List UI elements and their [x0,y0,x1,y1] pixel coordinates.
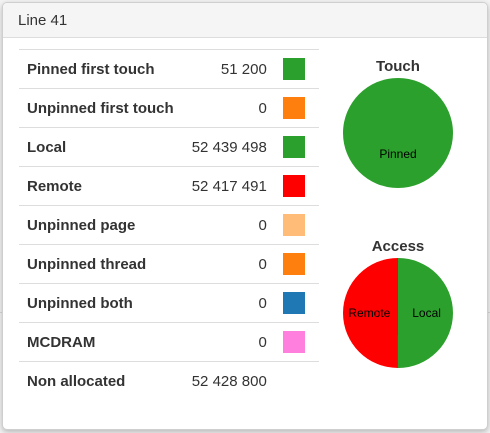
access-chart: Access Local Remote [333,237,463,369]
pie-slice-local [397,258,454,368]
row-value: 52 439 498 [191,127,283,167]
table-row: MCDRAM 0 [19,322,319,362]
row-swatch-cell [282,322,319,362]
memory-stats-table: Pinned first touch 51 200 Unpinned first t… [19,49,319,400]
color-swatch [282,331,305,353]
color-swatch [282,175,305,197]
table-row: Non allocated 52 428 800 [19,361,319,400]
pie-slice-remote [343,258,398,368]
table-row: Local 52 439 498 [19,127,319,167]
popup-header: Line 41 [3,3,487,38]
row-value: 0 [191,283,283,323]
color-swatch [282,136,305,158]
pie-slice-pinned [343,78,453,188]
row-swatch-cell [282,283,319,323]
row-label: Unpinned thread [19,244,192,284]
row-value: 0 [191,88,283,128]
row-swatch-cell [282,49,319,89]
row-swatch-cell [282,127,319,167]
row-value: 52 428 800 [191,361,283,400]
row-swatch-cell [282,166,319,206]
row-label: Unpinned page [19,205,192,245]
access-chart-title: Access [371,238,425,255]
touch-pie: Pinned [343,78,453,188]
table-row: Remote 52 417 491 [19,166,319,206]
row-label: Unpinned both [19,283,192,323]
access-pie: Local Remote [343,258,454,368]
row-label: Local [19,127,192,167]
table-row: Unpinned first touch 0 [19,88,319,128]
row-swatch-cell [282,88,319,128]
row-value: 52 417 491 [191,166,283,206]
pie-label-pinned: Pinned [379,147,416,161]
touch-chart-title: Touch [376,58,420,75]
row-value: 51 200 [191,49,283,89]
row-label: Pinned first touch [19,49,192,89]
row-value: 0 [191,205,283,245]
color-swatch [282,214,305,236]
table-row: Unpinned thread 0 [19,244,319,284]
row-swatch-cell [282,361,319,400]
color-swatch [282,253,305,275]
pie-label-remote: Remote [348,306,390,320]
row-label: Non allocated [19,361,192,400]
row-value: 0 [191,244,283,284]
color-swatch [282,97,305,119]
row-label: Remote [19,166,192,206]
row-label: Unpinned first touch [19,88,192,128]
color-swatch [282,292,305,314]
row-swatch-cell [282,244,319,284]
row-swatch-cell [282,205,319,245]
popup-title: Line 41 [18,12,68,29]
row-value: 0 [191,322,283,362]
color-swatch [282,58,305,80]
table-row: Unpinned both 0 [19,283,319,323]
table-row: Unpinned page 0 [19,205,319,245]
row-label: MCDRAM [19,322,192,362]
pie-label-local: Local [412,306,441,320]
table-row: Pinned first touch 51 200 [19,49,319,89]
touch-chart: Touch Pinned [333,57,463,189]
